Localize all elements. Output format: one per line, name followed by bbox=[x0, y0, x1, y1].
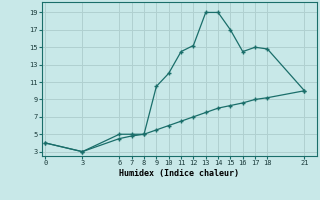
X-axis label: Humidex (Indice chaleur): Humidex (Indice chaleur) bbox=[119, 169, 239, 178]
